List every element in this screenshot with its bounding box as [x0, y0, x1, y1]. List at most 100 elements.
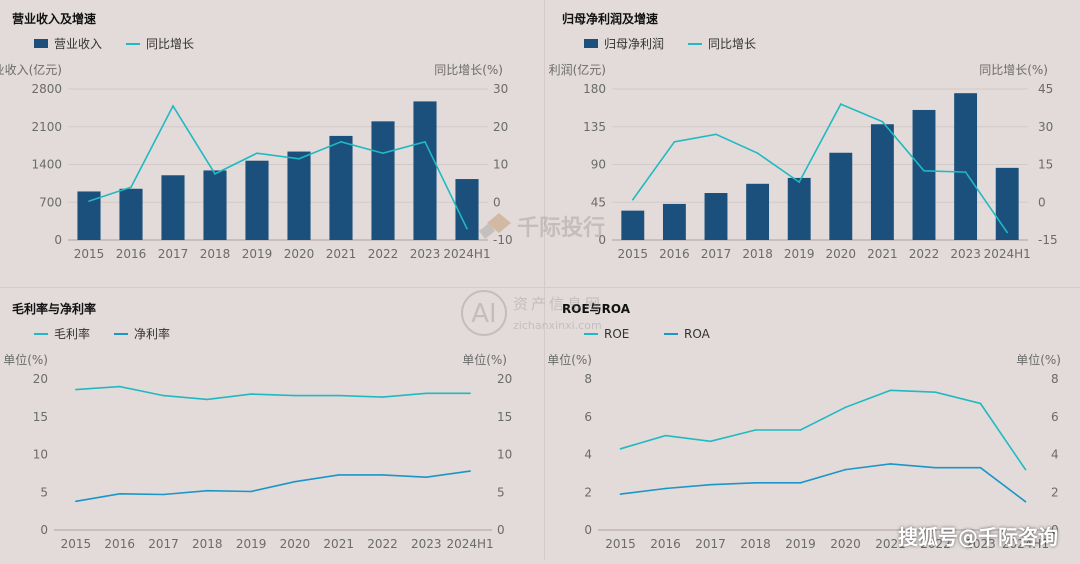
- footer-source-text: 搜狐号@千际咨询: [898, 525, 1058, 549]
- y-tick-right: 10: [497, 448, 512, 462]
- series-point-ROA: [664, 487, 667, 490]
- series-point-同比增长: [466, 227, 468, 230]
- series-point-净利率: [206, 489, 209, 492]
- x-tick-label: 2016: [659, 247, 690, 261]
- x-tick-label: 2021: [867, 247, 898, 261]
- series-point-同比增长: [340, 141, 342, 143]
- x-tick-label: 2017: [158, 247, 189, 261]
- series-point-毛利率: [206, 398, 209, 401]
- x-tick-label: 2019: [236, 537, 267, 551]
- series-point-同比增长: [756, 152, 759, 154]
- y-tick-left: 135: [583, 120, 606, 134]
- y-tick-right: 0: [493, 195, 501, 209]
- series-point-同比增长: [923, 169, 925, 172]
- series-point-同比增长: [424, 141, 426, 143]
- chart-title: 毛利率与净利率: [12, 301, 96, 316]
- x-tick-label: 2019: [785, 537, 816, 551]
- bar-2018: [746, 183, 770, 240]
- bar-2022: [912, 109, 936, 240]
- series-point-ROE: [979, 402, 982, 405]
- y-tick-right: 30: [493, 82, 508, 96]
- series-point-同比增长: [632, 198, 634, 201]
- y-tick-left: 1400: [31, 158, 62, 172]
- x-tick-label: 2023: [950, 247, 981, 261]
- y-axis-left-label: 单位(%): [548, 352, 592, 367]
- x-tick-label: 2018: [200, 247, 231, 261]
- bar-2023: [954, 93, 978, 240]
- y-tick-right: 0: [1038, 195, 1046, 209]
- bar-2021: [870, 124, 894, 240]
- x-tick-label: 2022: [920, 537, 951, 551]
- x-tick-label: 2018: [740, 537, 771, 551]
- roe-roa-chart: ROE与ROA ROE ROA 单位(%) 单位(%) 0 0 2 2 4 4 6 6 8 8 2015 201…: [547, 302, 1061, 551]
- x-tick-label: 2015: [618, 247, 649, 261]
- bar-2021: [329, 135, 353, 240]
- series-point-ROA: [799, 482, 802, 484]
- series-point-净利率: [425, 476, 428, 478]
- bar-2023: [413, 101, 437, 241]
- roe-roa-chart-panel: ROE与ROA ROE ROA 单位(%) 单位(%) 0 0 2 2 4 4 6 6 8 8 2015 201…: [547, 290, 1080, 560]
- y-tick-right: 20: [497, 372, 512, 386]
- x-tick-label: 2019: [784, 247, 815, 261]
- bar-2016: [119, 188, 143, 240]
- margin-chart-panel: 毛利率与净利率 毛利率 净利率 单位(%) 单位(%) 0 0 5 5 10 10 15 15 20 20 2…: [0, 290, 540, 560]
- legend-label: 净利率: [134, 326, 170, 341]
- series-point-ROA: [754, 482, 757, 484]
- x-tick-label: 2017: [701, 247, 732, 261]
- series-point-净利率: [381, 474, 384, 476]
- series-point-净利率: [162, 493, 165, 496]
- watermark-logo-letters: AI: [471, 299, 496, 329]
- watermark-logo: 千际投行 AI 资产信息网 zichanxinxi.com: [461, 213, 605, 336]
- x-tick-label: 2020: [280, 537, 311, 551]
- series-line-毛利率: [75, 385, 471, 401]
- y-axis-right-label: 同比增长(%): [979, 63, 1048, 77]
- legend-label: 同比增长: [146, 37, 194, 51]
- series-point-同比增长: [840, 103, 842, 105]
- series-point-ROA: [709, 483, 712, 486]
- x-tick-label: 2020: [830, 537, 861, 551]
- x-tick-label: 2016: [104, 537, 135, 551]
- x-tick-label: 2022: [367, 537, 398, 551]
- bar-2022: [371, 121, 395, 240]
- y-tick-left: 15: [33, 410, 48, 424]
- legend-bar-swatch: [584, 39, 598, 48]
- legend-bar-swatch: [34, 39, 48, 48]
- y-axis-right-label: 单位(%): [462, 352, 507, 367]
- y-tick-right: 30: [1038, 120, 1053, 134]
- x-tick-label: 2021: [323, 537, 354, 551]
- x-tick-label: 2021: [326, 247, 357, 261]
- y-tick-right: 15: [1038, 158, 1053, 172]
- legend-label: 毛利率: [54, 326, 90, 341]
- series-point-毛利率: [162, 394, 165, 397]
- series-point-ROE: [619, 448, 622, 450]
- series-point-净利率: [337, 474, 340, 476]
- y-tick-right: 20: [493, 120, 508, 134]
- bar-2019: [787, 177, 811, 240]
- series-point-同比增长: [172, 105, 174, 107]
- y-tick-left: 20: [33, 372, 48, 386]
- y-axis-left-label: 营业收入(亿元): [0, 62, 62, 77]
- x-tick-label: 2015: [61, 537, 92, 551]
- x-tick-label: 2022: [909, 247, 940, 261]
- x-tick-label: 2024H1: [446, 537, 493, 551]
- series-point-同比增长: [798, 181, 800, 183]
- x-tick-label: 2016: [650, 537, 681, 551]
- series-point-同比增长: [964, 171, 967, 173]
- panel-divider-horizontal: [0, 287, 1080, 288]
- y-tick-left: 180: [583, 82, 606, 96]
- series-point-ROE: [844, 406, 847, 409]
- x-tick-label: 2020: [826, 247, 857, 261]
- chart-title: ROE与ROA: [562, 302, 631, 316]
- y-tick-right: 45: [1038, 82, 1053, 96]
- y-tick-left: 10: [33, 448, 48, 462]
- series-point-ROA: [934, 466, 937, 469]
- x-tick-label: 2024H1: [443, 247, 490, 261]
- x-tick-label: 2015: [74, 247, 105, 261]
- x-tick-label: 2017: [148, 537, 179, 551]
- series-point-净利率: [294, 480, 296, 483]
- series-point-同比增长: [881, 120, 884, 123]
- y-tick-right: 5: [497, 485, 505, 499]
- series-point-同比增长: [130, 186, 132, 188]
